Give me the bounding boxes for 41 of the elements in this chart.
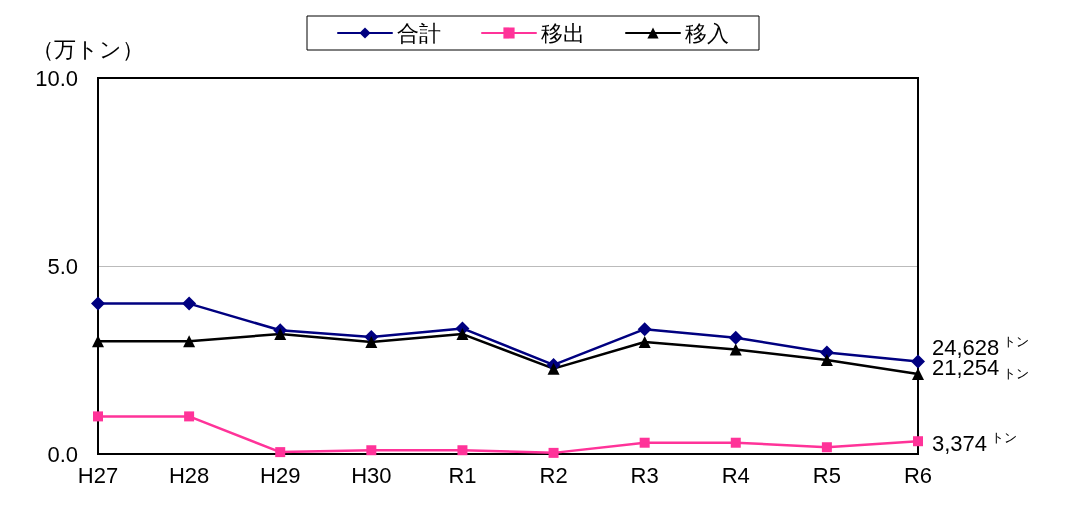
point [639, 437, 650, 448]
x-tick-label: R6 [903, 462, 933, 488]
point [821, 442, 832, 453]
x-tick-label: R3 [630, 462, 659, 488]
x-tick-label: H28 [168, 462, 210, 488]
x-tick-label: R5 [812, 462, 841, 488]
legend-label: 移出 [541, 20, 585, 46]
point [547, 362, 560, 375]
point [91, 296, 105, 311]
x-tick-label: R1 [448, 462, 477, 488]
point [728, 330, 743, 345]
point [820, 354, 833, 366]
x-tick-label: H30 [351, 462, 392, 488]
x-tick-label: H27 [77, 462, 119, 488]
y-tick-label: 5.0 [47, 253, 78, 279]
point [274, 328, 287, 341]
point [729, 343, 742, 356]
point [275, 447, 286, 458]
point [365, 335, 378, 348]
point [366, 445, 377, 456]
x-tick-label: R2 [539, 462, 568, 488]
point [911, 354, 925, 369]
x-tick-label: R4 [721, 462, 750, 488]
y-tick-label: 10.0 [35, 65, 78, 91]
point [183, 335, 196, 348]
y-tick-label: 0.0 [47, 441, 78, 467]
legend-label: 合計 [397, 20, 441, 46]
point [913, 436, 923, 447]
point [182, 296, 197, 311]
point [548, 447, 559, 458]
legend-label: 移入 [685, 20, 729, 46]
point [93, 411, 103, 422]
point [457, 445, 468, 456]
point [184, 411, 195, 422]
point [638, 335, 651, 348]
point [730, 437, 741, 448]
point [456, 328, 469, 341]
x-tick-label: H29 [260, 462, 301, 488]
point [637, 322, 652, 337]
point [819, 345, 834, 360]
y-axis-title: （万トン） [32, 36, 144, 62]
